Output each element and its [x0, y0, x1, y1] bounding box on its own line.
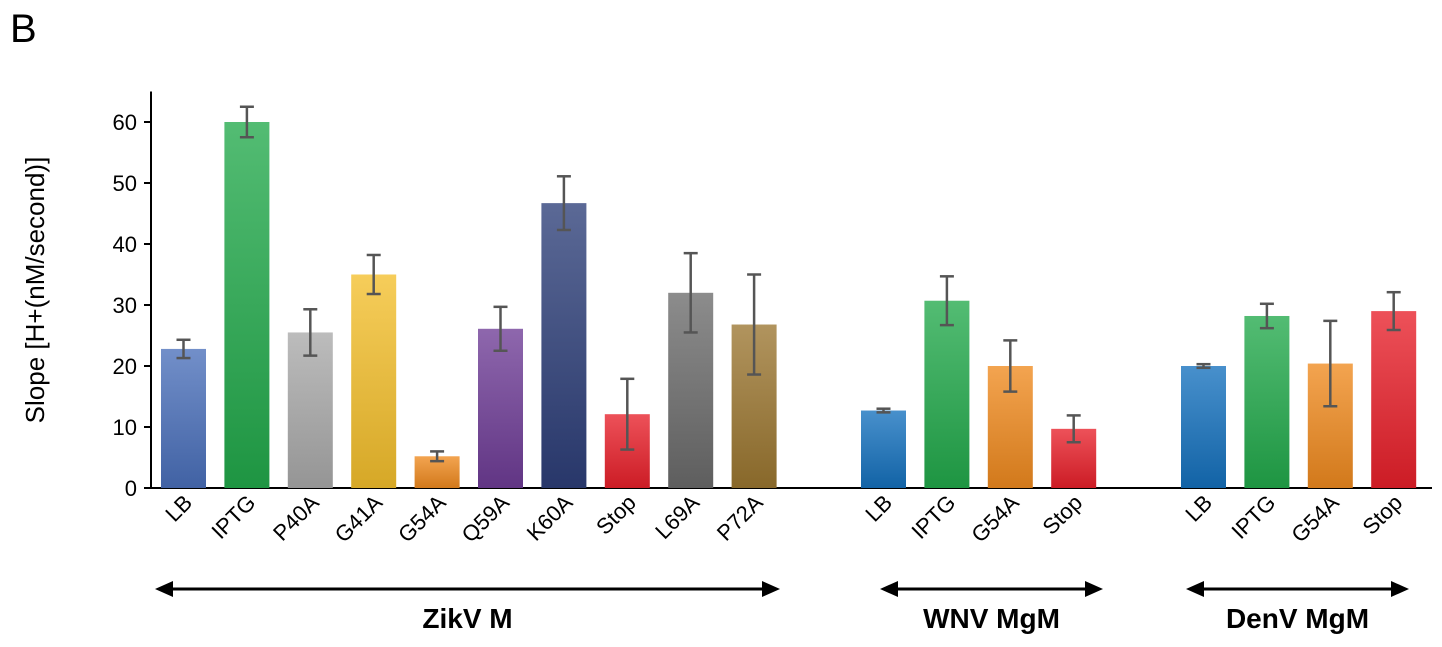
bar-denv-mgm-iptg	[1244, 315, 1290, 488]
category-labels: LB IPTG P40A G41A G54A Q59A K60A Stop L69A P72A LB…	[160, 490, 1407, 548]
group-label: DenV MgM	[1226, 603, 1369, 634]
y-tick-label: 50	[113, 171, 137, 196]
category-label: IPTG	[906, 490, 960, 544]
category-label: G54A	[393, 490, 451, 548]
panel-letter: B	[10, 7, 37, 51]
category-label: G41A	[330, 490, 388, 548]
y-tick-label: 10	[113, 415, 137, 440]
category-label: K60A	[522, 490, 578, 546]
arrow-right-icon	[1391, 581, 1409, 597]
bar-zikv-m-p40a	[287, 332, 333, 488]
group-label: ZikV M	[422, 603, 512, 634]
group-markers: ZikV M WNV MgM DenV MgM	[155, 581, 1409, 634]
category-label: G54A	[966, 490, 1024, 548]
error-bars	[176, 105, 1401, 463]
category-label: P40A	[268, 490, 324, 546]
bar-denv-mgm-lb	[1181, 366, 1226, 488]
y-tick-label: 60	[113, 110, 137, 135]
y-tick-label: 40	[113, 232, 137, 257]
category-label: LB	[860, 490, 897, 527]
group-label: WNV MgM	[923, 603, 1060, 634]
arrow-left-icon	[1186, 581, 1204, 597]
category-label: Stop	[1358, 490, 1408, 540]
category-label: P72A	[712, 490, 768, 546]
category-label: IPTG	[1226, 490, 1280, 544]
bar-zikv-m-k60a	[541, 203, 587, 488]
y-tick-label: 30	[113, 293, 137, 318]
arrow-left-icon	[155, 581, 173, 597]
arrow-right-icon	[762, 581, 780, 597]
category-label: LB	[1180, 490, 1217, 527]
bar-denv-mgm-stop	[1371, 311, 1417, 488]
category-label: IPTG	[206, 490, 260, 544]
y-axis-title: Slope [H+(nM/second)]	[20, 157, 50, 424]
category-label: G54A	[1286, 490, 1344, 548]
bar-zikv-m-g41a	[351, 274, 397, 488]
bars	[161, 122, 1417, 488]
category-label: Q59A	[457, 490, 515, 548]
bar-wnv-mgm-iptg	[924, 300, 970, 488]
bar-zikv-m-lb	[161, 348, 206, 488]
arrow-left-icon	[880, 581, 898, 597]
y-tick-label: 0	[125, 476, 137, 501]
arrow-right-icon	[1085, 581, 1103, 597]
bar-wnv-mgm-lb	[861, 410, 906, 488]
bar-zikv-m-q59a	[478, 328, 523, 488]
y-tick-label: 20	[113, 354, 137, 379]
category-label: LB	[160, 490, 197, 527]
category-label: Stop	[1038, 490, 1088, 540]
category-label: L69A	[650, 490, 704, 544]
bar-zikv-m-iptg	[224, 122, 270, 488]
category-label: Stop	[591, 490, 641, 540]
